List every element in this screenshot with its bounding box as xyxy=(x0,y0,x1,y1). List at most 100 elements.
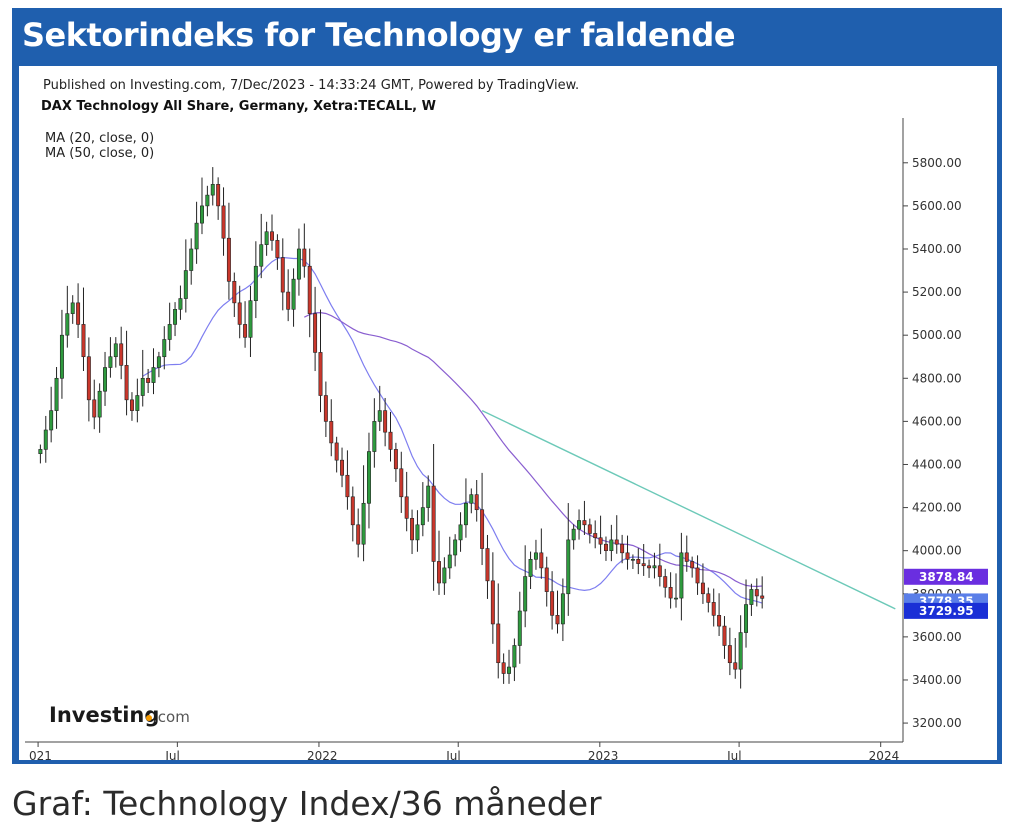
candle-up xyxy=(447,554,452,569)
candle-down xyxy=(302,248,307,267)
y-tick-label: 4200.00 xyxy=(912,501,962,515)
candle-down xyxy=(329,421,334,444)
candlestick-chart: Published on Investing.com, 7/Dec/2023 -… xyxy=(19,66,997,760)
candle-down xyxy=(431,485,436,562)
candle-up xyxy=(361,502,366,545)
candle-down xyxy=(226,237,231,282)
candle-up xyxy=(507,666,511,674)
candle-down xyxy=(582,520,587,526)
published-line: Published on Investing.com, 7/Dec/2023 -… xyxy=(43,78,579,93)
candle-down xyxy=(614,539,619,545)
y-tick-label: 4600.00 xyxy=(912,414,962,428)
candle-down xyxy=(334,442,339,461)
candle-down xyxy=(722,625,727,646)
candle-down xyxy=(620,543,625,554)
candle-up xyxy=(259,244,264,267)
candle-down xyxy=(404,496,409,519)
candle-down xyxy=(733,662,738,670)
candle-up xyxy=(442,567,447,584)
candle-down xyxy=(323,395,328,422)
ma50-line xyxy=(304,311,763,588)
candle-up xyxy=(291,278,296,310)
candle-up xyxy=(194,222,199,250)
candle-down xyxy=(410,518,415,541)
price-badge-label: 3729.95 xyxy=(919,604,974,618)
candle-down xyxy=(129,399,134,411)
x-tick-label: Jul xyxy=(726,749,741,760)
investing-logo: Investing .com xyxy=(49,703,190,727)
axes: 3200.003400.003600.003800.004000.004200.… xyxy=(25,118,988,760)
page-title: Sektorindeks for Technology er faldende xyxy=(22,16,736,54)
candle-up xyxy=(463,502,468,526)
candle-up xyxy=(135,395,140,411)
candle-down xyxy=(485,548,490,582)
candle-up xyxy=(183,270,188,299)
candle-up xyxy=(38,449,43,455)
candle-down xyxy=(237,302,242,325)
candle-down xyxy=(345,474,350,498)
x-tick-label: 2022 xyxy=(307,749,338,760)
candle-down xyxy=(270,231,274,241)
candle-down xyxy=(727,645,732,664)
candle-down xyxy=(232,281,237,304)
y-tick-label: 3200.00 xyxy=(912,716,962,730)
candle-up xyxy=(151,367,156,383)
candle-up xyxy=(652,565,657,569)
candle-down xyxy=(593,533,598,539)
candle-down xyxy=(544,567,549,592)
candle-down xyxy=(555,615,560,625)
candle-down xyxy=(221,205,226,239)
candle-down xyxy=(243,324,248,338)
candle-up xyxy=(65,313,70,336)
candle-up xyxy=(426,485,431,508)
candle-down xyxy=(587,524,592,534)
candle-up xyxy=(49,410,54,431)
trend-line xyxy=(481,409,896,610)
candle-up xyxy=(173,309,178,325)
candle-up xyxy=(566,539,571,595)
candle-down xyxy=(706,593,711,603)
candle-up xyxy=(738,632,743,670)
candle-down xyxy=(480,509,485,549)
candle-up xyxy=(264,231,269,245)
caption: Graf: Technology Index/36 måneder xyxy=(12,784,602,823)
y-tick-label: 4000.00 xyxy=(912,544,962,558)
candle-up xyxy=(523,576,528,612)
candle-up xyxy=(512,645,517,668)
candle-down xyxy=(76,302,81,325)
ma20-line xyxy=(142,256,763,604)
candle-up xyxy=(162,339,167,358)
candle-up xyxy=(54,377,59,411)
candle-down xyxy=(717,615,722,627)
candle-up xyxy=(366,451,371,504)
candle-down xyxy=(356,524,361,545)
candle-up xyxy=(415,524,420,541)
candle-down xyxy=(313,313,318,353)
candle-up xyxy=(248,300,253,338)
y-tick-label: 4400.00 xyxy=(912,457,962,471)
candle-up xyxy=(70,302,75,314)
candle-up xyxy=(140,377,145,396)
candle-down xyxy=(318,352,323,396)
candle-down xyxy=(280,257,285,293)
x-tick-label: Jul xyxy=(164,749,179,760)
candle-up xyxy=(674,597,678,600)
candle-up xyxy=(103,367,107,392)
price-badge xyxy=(904,568,988,585)
candle-down xyxy=(695,567,700,584)
candle-down xyxy=(636,558,641,564)
candle-down xyxy=(754,589,759,597)
candle-down xyxy=(437,561,441,584)
candle-down xyxy=(700,582,705,595)
candle-up xyxy=(533,552,538,560)
candle-up xyxy=(200,205,204,224)
candle-up xyxy=(630,558,635,561)
candle-down xyxy=(340,459,345,476)
candle-down xyxy=(124,365,129,401)
candle-down xyxy=(684,552,689,562)
x-tick-label: Jul xyxy=(445,749,460,760)
candle-down xyxy=(668,587,673,599)
indicator-ma20: MA (20, close, 0) xyxy=(45,131,154,146)
candle-down xyxy=(119,343,124,366)
y-tick-label: 3600.00 xyxy=(912,630,962,644)
